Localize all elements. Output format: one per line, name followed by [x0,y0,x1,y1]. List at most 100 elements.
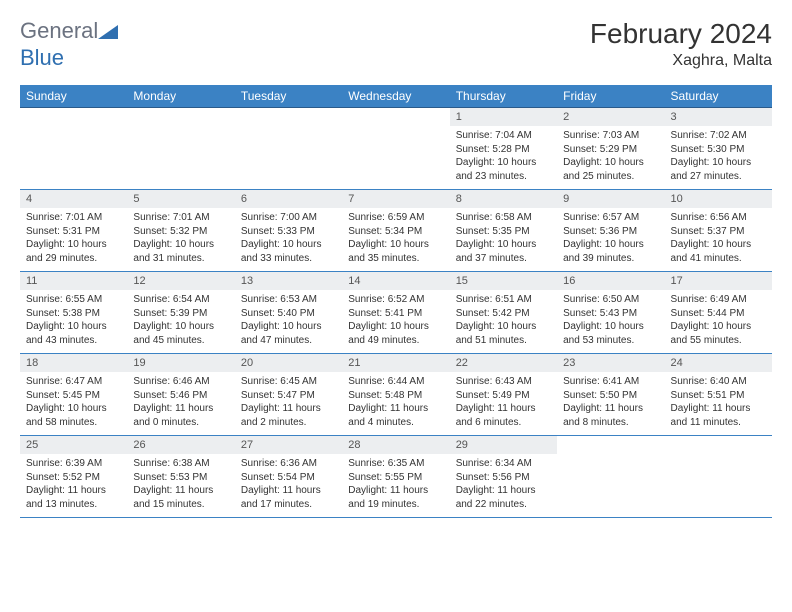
day-details: Sunrise: 7:00 AMSunset: 5:33 PMDaylight:… [235,208,342,271]
sunrise-text: Sunrise: 6:39 AM [26,457,121,471]
day-number: 18 [20,354,127,372]
day-number: 27 [235,436,342,454]
sunset-text: Sunset: 5:44 PM [671,307,766,321]
calendar-cell: 6Sunrise: 7:00 AMSunset: 5:33 PMDaylight… [235,190,342,272]
sunset-text: Sunset: 5:56 PM [456,471,551,485]
day-number: 5 [127,190,234,208]
daylight-text: Daylight: 10 hours and 39 minutes. [563,238,658,265]
calendar-cell: 20Sunrise: 6:45 AMSunset: 5:47 PMDayligh… [235,354,342,436]
day-details: Sunrise: 6:45 AMSunset: 5:47 PMDaylight:… [235,372,342,435]
sunrise-text: Sunrise: 6:49 AM [671,293,766,307]
daylight-text: Daylight: 10 hours and 55 minutes. [671,320,766,347]
sunrise-text: Sunrise: 6:47 AM [26,375,121,389]
sunrise-text: Sunrise: 6:40 AM [671,375,766,389]
sunrise-text: Sunrise: 6:51 AM [456,293,551,307]
sunrise-text: Sunrise: 6:52 AM [348,293,443,307]
day-details: Sunrise: 6:43 AMSunset: 5:49 PMDaylight:… [450,372,557,435]
daylight-text: Daylight: 11 hours and 17 minutes. [241,484,336,511]
calendar-cell: 12Sunrise: 6:54 AMSunset: 5:39 PMDayligh… [127,272,234,354]
sunrise-text: Sunrise: 6:53 AM [241,293,336,307]
day-number: 25 [20,436,127,454]
sunset-text: Sunset: 5:35 PM [456,225,551,239]
day-details: Sunrise: 6:59 AMSunset: 5:34 PMDaylight:… [342,208,449,271]
day-details: Sunrise: 6:50 AMSunset: 5:43 PMDaylight:… [557,290,664,353]
calendar-cell [127,108,234,190]
day-header: Saturday [665,85,772,108]
day-number [127,108,234,126]
sunrise-text: Sunrise: 7:01 AM [26,211,121,225]
calendar-cell [342,108,449,190]
day-number: 2 [557,108,664,126]
sunset-text: Sunset: 5:36 PM [563,225,658,239]
day-details [557,454,664,512]
day-number: 29 [450,436,557,454]
sunset-text: Sunset: 5:37 PM [671,225,766,239]
day-details: Sunrise: 6:41 AMSunset: 5:50 PMDaylight:… [557,372,664,435]
sunrise-text: Sunrise: 6:34 AM [456,457,551,471]
sunrise-text: Sunrise: 6:50 AM [563,293,658,307]
calendar-cell: 16Sunrise: 6:50 AMSunset: 5:43 PMDayligh… [557,272,664,354]
day-details: Sunrise: 6:56 AMSunset: 5:37 PMDaylight:… [665,208,772,271]
day-details: Sunrise: 6:52 AMSunset: 5:41 PMDaylight:… [342,290,449,353]
daylight-text: Daylight: 11 hours and 0 minutes. [133,402,228,429]
sunset-text: Sunset: 5:46 PM [133,389,228,403]
day-details: Sunrise: 6:49 AMSunset: 5:44 PMDaylight:… [665,290,772,353]
calendar-cell: 10Sunrise: 6:56 AMSunset: 5:37 PMDayligh… [665,190,772,272]
calendar-cell: 21Sunrise: 6:44 AMSunset: 5:48 PMDayligh… [342,354,449,436]
calendar-cell: 11Sunrise: 6:55 AMSunset: 5:38 PMDayligh… [20,272,127,354]
day-details: Sunrise: 7:01 AMSunset: 5:31 PMDaylight:… [20,208,127,271]
daylight-text: Daylight: 10 hours and 43 minutes. [26,320,121,347]
location: Xaghra, Malta [590,52,772,70]
day-details: Sunrise: 6:58 AMSunset: 5:35 PMDaylight:… [450,208,557,271]
calendar-cell: 1Sunrise: 7:04 AMSunset: 5:28 PMDaylight… [450,108,557,190]
day-number: 3 [665,108,772,126]
day-details: Sunrise: 6:39 AMSunset: 5:52 PMDaylight:… [20,454,127,517]
day-header: Sunday [20,85,127,108]
day-number [342,108,449,126]
calendar-cell: 27Sunrise: 6:36 AMSunset: 5:54 PMDayligh… [235,436,342,518]
day-header-row: SundayMondayTuesdayWednesdayThursdayFrid… [20,85,772,108]
calendar-cell: 13Sunrise: 6:53 AMSunset: 5:40 PMDayligh… [235,272,342,354]
daylight-text: Daylight: 10 hours and 41 minutes. [671,238,766,265]
day-details: Sunrise: 7:03 AMSunset: 5:29 PMDaylight:… [557,126,664,189]
sunset-text: Sunset: 5:30 PM [671,143,766,157]
calendar-cell: 14Sunrise: 6:52 AMSunset: 5:41 PMDayligh… [342,272,449,354]
sunrise-text: Sunrise: 6:43 AM [456,375,551,389]
daylight-text: Daylight: 10 hours and 37 minutes. [456,238,551,265]
sunrise-text: Sunrise: 6:44 AM [348,375,443,389]
sunrise-text: Sunrise: 7:00 AM [241,211,336,225]
month-title: February 2024 [590,18,772,50]
day-details [342,126,449,184]
sunset-text: Sunset: 5:41 PM [348,307,443,321]
day-details: Sunrise: 6:53 AMSunset: 5:40 PMDaylight:… [235,290,342,353]
sunset-text: Sunset: 5:54 PM [241,471,336,485]
calendar-cell: 9Sunrise: 6:57 AMSunset: 5:36 PMDaylight… [557,190,664,272]
sunrise-text: Sunrise: 6:57 AM [563,211,658,225]
calendar-week: 1Sunrise: 7:04 AMSunset: 5:28 PMDaylight… [20,108,772,190]
day-details: Sunrise: 6:47 AMSunset: 5:45 PMDaylight:… [20,372,127,435]
day-details: Sunrise: 6:46 AMSunset: 5:46 PMDaylight:… [127,372,234,435]
day-header: Friday [557,85,664,108]
day-number: 13 [235,272,342,290]
sunset-text: Sunset: 5:31 PM [26,225,121,239]
day-number: 6 [235,190,342,208]
day-number: 10 [665,190,772,208]
sunrise-text: Sunrise: 7:02 AM [671,129,766,143]
brand-part2: Blue [20,45,64,70]
day-header: Wednesday [342,85,449,108]
sunset-text: Sunset: 5:33 PM [241,225,336,239]
day-number: 17 [665,272,772,290]
calendar-cell: 15Sunrise: 6:51 AMSunset: 5:42 PMDayligh… [450,272,557,354]
day-number [235,108,342,126]
calendar-cell [235,108,342,190]
calendar-week: 25Sunrise: 6:39 AMSunset: 5:52 PMDayligh… [20,436,772,518]
calendar-cell: 24Sunrise: 6:40 AMSunset: 5:51 PMDayligh… [665,354,772,436]
sunrise-text: Sunrise: 7:01 AM [133,211,228,225]
sunrise-text: Sunrise: 6:59 AM [348,211,443,225]
sunrise-text: Sunrise: 6:54 AM [133,293,228,307]
day-number: 15 [450,272,557,290]
sunset-text: Sunset: 5:53 PM [133,471,228,485]
calendar-body: 1Sunrise: 7:04 AMSunset: 5:28 PMDaylight… [20,108,772,518]
day-number [557,436,664,454]
daylight-text: Daylight: 10 hours and 51 minutes. [456,320,551,347]
